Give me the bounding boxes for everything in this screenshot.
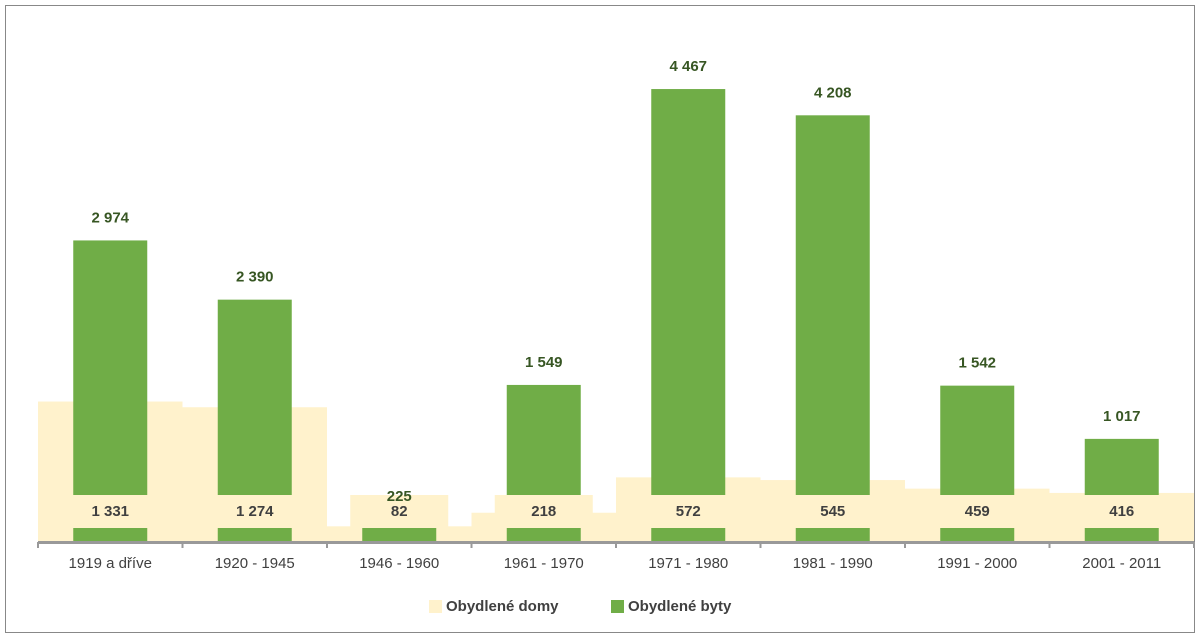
- data-label: 2 974: [91, 209, 129, 226]
- data-label: 2 390: [236, 269, 274, 286]
- data-label: 1 274: [236, 503, 274, 520]
- data-label: 459: [965, 503, 990, 520]
- data-label: 416: [1109, 503, 1134, 520]
- data-label: 1 017: [1103, 408, 1141, 425]
- label-box: [639, 495, 738, 528]
- x-tick-label: 1919 a dříve: [69, 555, 152, 572]
- legend-swatch: [611, 600, 624, 613]
- label-box: [783, 495, 882, 528]
- label-box: [205, 495, 304, 528]
- x-tick-label: 1991 - 2000: [937, 555, 1017, 572]
- x-tick-label: 1946 - 1960: [359, 555, 439, 572]
- x-tick-label: 1961 - 1970: [504, 555, 584, 572]
- label-box: [494, 495, 593, 528]
- label-box: [1072, 495, 1171, 528]
- label-box: [350, 495, 449, 528]
- x-tick-label: 1971 - 1980: [648, 555, 728, 572]
- data-label: 1 542: [958, 355, 996, 372]
- x-tick-label: 2001 - 2011: [1082, 555, 1161, 572]
- data-label: 4 467: [669, 58, 707, 75]
- data-label: 4 208: [814, 84, 852, 101]
- legend-label: Obydlené domy: [446, 598, 559, 615]
- data-label: 218: [531, 503, 556, 520]
- data-label: 545: [820, 503, 845, 520]
- data-label: 82: [391, 503, 408, 520]
- data-label: 572: [676, 503, 701, 520]
- x-tick-label: 1920 - 1945: [215, 555, 295, 572]
- bar: [795, 115, 870, 542]
- bar: [651, 89, 726, 542]
- x-tick-label: 1981 - 1990: [793, 555, 873, 572]
- label-box: [61, 495, 160, 528]
- data-label: 1 331: [91, 503, 129, 520]
- bar: [73, 240, 148, 542]
- data-label: 1 549: [525, 354, 563, 371]
- legend-swatch: [429, 600, 442, 613]
- data-label: 225: [387, 488, 412, 505]
- label-box: [928, 495, 1027, 528]
- legend-label: Obydlené byty: [628, 598, 732, 615]
